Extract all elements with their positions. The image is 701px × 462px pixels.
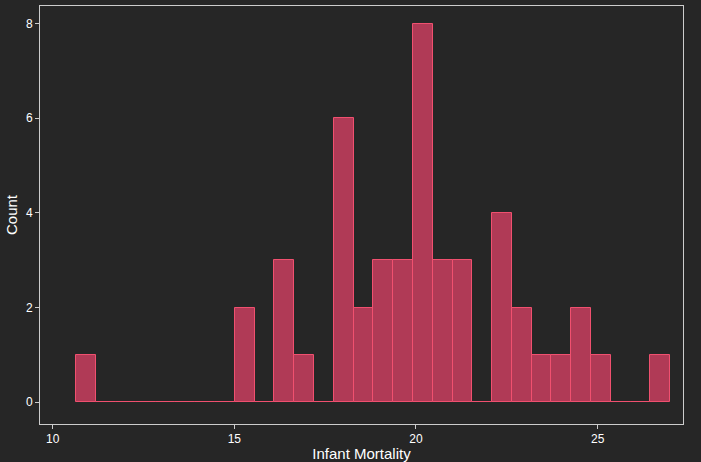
svg-text:10: 10: [46, 432, 60, 446]
svg-text:Infant Mortality: Infant Mortality: [312, 445, 411, 462]
svg-text:8: 8: [26, 17, 33, 31]
svg-text:15: 15: [228, 432, 242, 446]
svg-text:0: 0: [26, 395, 33, 409]
svg-text:20: 20: [409, 432, 423, 446]
svg-text:4: 4: [26, 206, 33, 220]
svg-text:6: 6: [26, 111, 33, 125]
svg-text:25: 25: [591, 432, 605, 446]
svg-text:Count: Count: [3, 194, 20, 235]
svg-text:2: 2: [26, 301, 33, 315]
